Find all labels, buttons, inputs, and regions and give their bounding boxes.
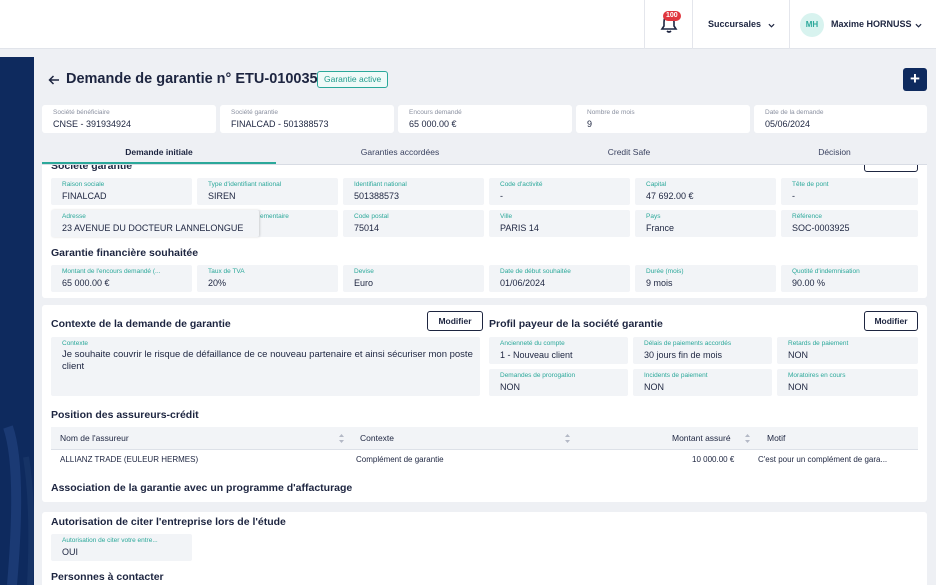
- field-reference: Référence SOC-0003925: [781, 210, 918, 237]
- field-tete-de-pont: Tête de pont -: [781, 178, 918, 205]
- tab-demande-initiale[interactable]: Demande initiale: [42, 142, 276, 164]
- card-societe-garantie: Société garantie Modifier Raison sociale…: [42, 157, 927, 298]
- field-duree: Durée (mois) 9 mois: [635, 265, 776, 292]
- table-cell-assureur: ALLIANZ TRADE (EULEUR HERMES): [60, 455, 199, 464]
- top-bar: 100 Succursales MH Maxime HORNUSS: [0, 0, 936, 49]
- topbar-divider: [644, 0, 645, 49]
- field-contexte: Contexte Je souhaite couvrir le risque d…: [51, 337, 480, 396]
- column-header-assureur[interactable]: Nom de l'assureur: [60, 433, 129, 443]
- section-title-profil-payeur: Profil payeur de la société garantie: [489, 318, 663, 330]
- section-title-personnes: Personnes à contacter: [51, 571, 164, 583]
- sort-icon[interactable]: [564, 433, 571, 444]
- table-cell-montant: 10 000.00 €: [692, 455, 735, 464]
- sidebar-decoration: [3, 425, 34, 585]
- section-title-affacturage: Association de la garantie avec un progr…: [51, 482, 353, 494]
- topbar-divider: [789, 0, 790, 49]
- tab-garanties-accordees[interactable]: Garanties accordées: [360, 147, 440, 157]
- column-header-contexte[interactable]: Contexte: [360, 433, 395, 443]
- summary-beneficiary: Société bénéficiaire CNSE - 391934924: [42, 105, 216, 133]
- field-capital: Capital 47 692.00 €: [635, 178, 776, 205]
- topbar-divider: [692, 0, 693, 49]
- field-type-identifiant: Type d'identifiant national SIREN: [197, 178, 338, 205]
- table-cell-motif: C'est pour un complément de gara...: [758, 455, 888, 464]
- modify-contexte-button[interactable]: Modifier: [427, 311, 483, 331]
- field-devise: Devise Euro: [343, 265, 484, 292]
- chevron-down-icon[interactable]: [915, 22, 922, 29]
- section-title-contexte: Contexte de la demande de garantie: [51, 318, 231, 330]
- field-raison-sociale: Raison sociale FINALCAD: [51, 178, 192, 205]
- table-header: [51, 427, 918, 449]
- field-taux-tva: Taux de TVA 20%: [197, 265, 338, 292]
- page-title: Demande de garantie n° ETU-0100353: [66, 71, 326, 87]
- column-header-montant[interactable]: Montant assuré: [672, 433, 731, 443]
- summary-requested-amount: Encours demandé 65 000.00 €: [398, 105, 572, 133]
- tab-bar: Demande initiale Garanties accordées Cre…: [42, 142, 927, 164]
- add-button[interactable]: +: [903, 68, 927, 91]
- field-identifiant-national: Identifiant national 501388573: [343, 178, 484, 205]
- section-title-garantie-financiere: Garantie financière souhaitée: [51, 247, 199, 259]
- field-anciennete: Ancienneté du compte 1 - Nouveau client: [489, 337, 628, 364]
- field-autorisation-citer: Autorisation de citer votre entre... OUI: [51, 534, 192, 561]
- card-contexte: Contexte de la demande de garantie Modif…: [42, 305, 927, 502]
- column-header-motif[interactable]: Motif: [767, 433, 786, 443]
- field-code-activite: Code d'activité -: [489, 178, 630, 205]
- field-pays: Pays France: [635, 210, 776, 237]
- sidebar: [0, 57, 34, 585]
- branch-selector[interactable]: Succursales: [708, 19, 762, 29]
- table-divider: [51, 449, 918, 450]
- field-montant-encours: Montant de l'encours demandé (... 65 000.…: [51, 265, 192, 292]
- chevron-down-icon[interactable]: [768, 22, 775, 29]
- summary-months: Nombre de mois 9: [576, 105, 750, 133]
- avatar[interactable]: MH: [800, 13, 824, 37]
- field-retards: Retards de paiement NON: [777, 337, 918, 364]
- tab-credit-safe[interactable]: Credit Safe: [607, 147, 651, 157]
- back-arrow-icon[interactable]: [48, 74, 60, 86]
- section-title-assureurs: Position des assureurs-crédit: [51, 409, 199, 421]
- sort-icon[interactable]: [744, 433, 751, 444]
- tab-underline: [42, 164, 927, 165]
- field-quotite: Quotité d'indemnisation 90.00 %: [781, 265, 918, 292]
- table-cell-contexte: Complément de garantie: [356, 455, 444, 464]
- status-badge: Garantie active: [317, 71, 389, 88]
- summary-request-date: Date de la demande 05/06/2024: [754, 105, 927, 133]
- card-autorisation: Autorisation de citer l'entreprise lors …: [42, 512, 927, 585]
- notification-badge: 100: [663, 11, 681, 21]
- field-delais-paiement: Délais de paiements accordés 30 jours fin…: [633, 337, 772, 364]
- sort-icon[interactable]: [338, 433, 345, 444]
- field-code-postal: Code postal 75014: [343, 210, 484, 237]
- summary-guaranteed-company: Société garantie FINALCAD - 501388573: [220, 105, 394, 133]
- field-ville: Ville PARIS 14: [489, 210, 630, 237]
- section-title-autorisation: Autorisation de citer l'entreprise lors …: [51, 516, 286, 528]
- tab-decision[interactable]: Décision: [818, 147, 851, 157]
- field-prorogation: Demandes de prorogation NON: [489, 369, 628, 396]
- field-moratoires: Moratoires en cours NON: [777, 369, 918, 396]
- field-date-debut: Date de début souhaitée 01/06/2024: [489, 265, 630, 292]
- field-incidents: Incidents de paiement NON: [633, 369, 772, 396]
- modify-profil-button[interactable]: Modifier: [864, 311, 918, 331]
- user-name[interactable]: Maxime HORNUSS: [831, 19, 912, 29]
- field-adresse: Adresse 23 AVENUE DU DOCTEUR LANNELONGUE: [51, 210, 259, 237]
